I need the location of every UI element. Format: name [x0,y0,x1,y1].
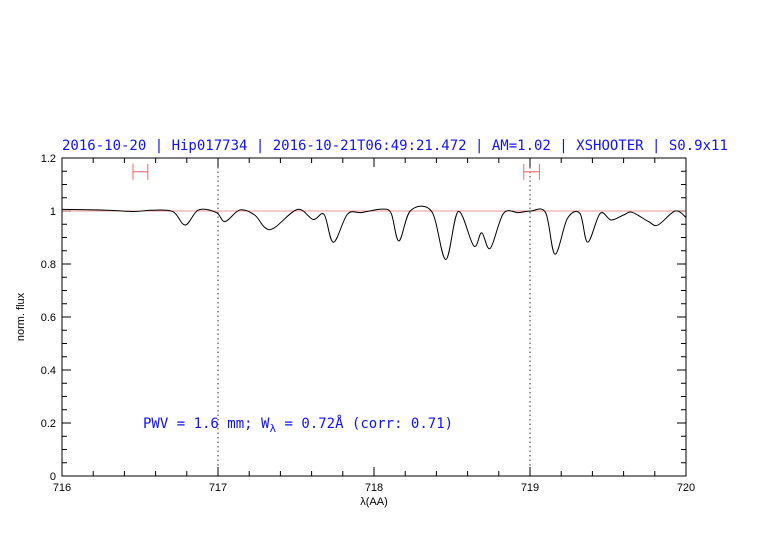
plot-frame [61,157,687,477]
annotation-prefix: PWV = 1.6 mm; W [143,416,270,432]
axis-ticks: 716 717 718 719 720 0 0.2 0.4 0.6 0.8 1 1.2 [41,153,695,494]
x-tick-label: 718 [365,482,383,494]
y-tick-label: 0.2 [41,418,56,430]
y-tick-label: 1.2 [41,153,56,165]
y-tick-label: 0.6 [41,312,56,324]
x-tick-label: 717 [209,482,227,494]
y-axis-label: norm. flux [15,292,27,341]
y-tick-label: 0.8 [41,259,56,271]
spectrum-line [61,205,687,260]
pwv-annotation: PWV = 1.6 mm; Wλ = 0.72Å (corr: 0.71) [143,415,453,435]
x-tick-label: 719 [521,482,539,494]
markers [62,158,686,476]
y-tick-label: 0 [50,471,56,483]
annotation-subscript: λ [269,422,276,435]
annotation-suffix: = 0.72Å (corr: 0.71) [276,415,453,432]
x-tick-label: 720 [677,482,695,494]
x-tick-label: 716 [53,482,71,494]
x-axis-label: λ(AA) [360,496,388,508]
y-tick-label: 0.4 [41,365,56,377]
y-tick-label: 1 [50,206,56,218]
chart-title: 2016-10-20 | Hip017734 | 2016-10-21T06:4… [62,138,728,154]
range-marker [523,163,540,180]
range-marker [132,163,149,180]
